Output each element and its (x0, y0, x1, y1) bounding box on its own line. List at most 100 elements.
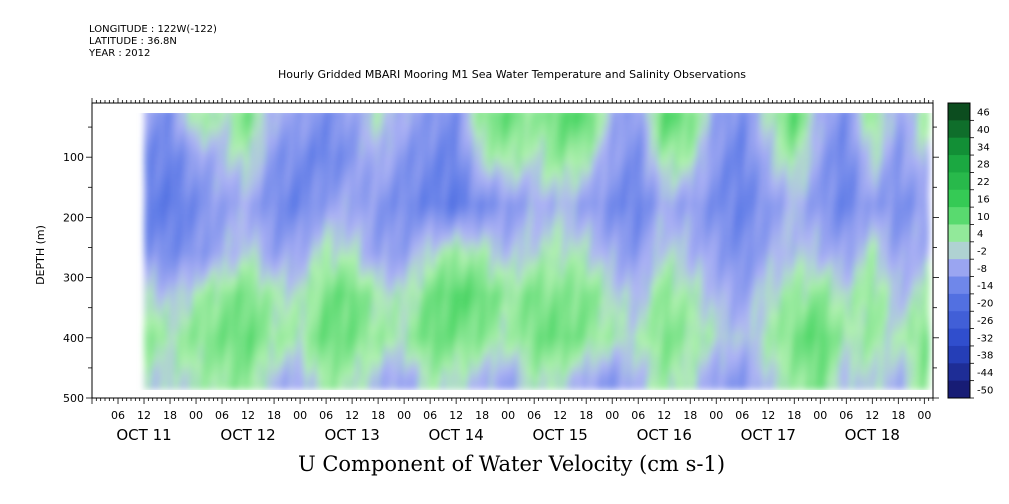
heatmap-cell (630, 165, 636, 173)
heatmap-cell (579, 284, 585, 292)
heatmap-cell (505, 221, 510, 229)
heatmap-cell (163, 305, 169, 313)
heatmap-cell (273, 340, 279, 348)
heatmap-cell (442, 277, 447, 285)
heatmap-cell (591, 270, 596, 278)
heatmap-cell (222, 130, 228, 138)
heatmap-cell (348, 172, 353, 180)
heatmap-cell (442, 347, 447, 355)
heatmap-cell (473, 249, 479, 257)
heatmap-cell (540, 305, 545, 313)
heatmap-cell (332, 186, 337, 194)
heatmap-cell (332, 340, 337, 348)
heatmap-cell (512, 263, 518, 271)
heatmap-cell (332, 382, 337, 390)
heatmap-cell (430, 193, 436, 201)
heatmap-cell (300, 179, 306, 187)
heatmap-cell (328, 333, 334, 341)
heatmap-cell (438, 113, 443, 117)
heatmap-cell (308, 333, 314, 341)
heatmap-cell (210, 214, 216, 222)
heatmap-cell (238, 256, 243, 264)
heatmap-cell (163, 200, 169, 208)
heatmap-cell (399, 249, 404, 257)
heatmap-cell (293, 214, 298, 222)
heatmap-cell (622, 130, 628, 138)
heatmap-cell (563, 375, 569, 383)
heatmap-cell (183, 277, 188, 285)
heatmap-cell (465, 312, 471, 320)
heatmap-cell (265, 354, 271, 362)
heatmap-cell (246, 137, 251, 145)
heatmap-cell (406, 319, 412, 327)
heatmap-cell (454, 277, 459, 285)
heatmap-cell (614, 165, 620, 173)
heatmap-cell (226, 165, 232, 173)
heatmap-cell (493, 221, 498, 229)
heatmap-cell (395, 172, 400, 180)
heatmap-cell (249, 172, 255, 180)
heatmap-cell (524, 354, 530, 362)
heatmap-cell (579, 116, 585, 124)
heatmap-cell (167, 123, 173, 131)
heatmap-cell (163, 277, 169, 285)
heatmap-cell (312, 305, 318, 313)
heatmap-cell (285, 277, 290, 285)
heatmap-cell (532, 382, 538, 390)
heatmap-cell (206, 291, 212, 299)
heatmap-cell (595, 284, 600, 292)
heatmap-cell (438, 270, 443, 278)
heatmap-cell (249, 284, 255, 292)
heatmap-cell (359, 214, 365, 222)
heatmap-cell (359, 319, 365, 327)
heatmap-cell (308, 151, 314, 159)
heatmap-cell (414, 116, 420, 124)
heatmap-cell (257, 137, 263, 145)
heatmap-cell (489, 165, 494, 173)
heatmap-cell (508, 284, 514, 292)
heatmap-cell (371, 277, 377, 285)
heatmap-cell (485, 207, 490, 215)
heatmap-cell (324, 165, 330, 173)
heatmap-cell (406, 277, 412, 285)
heatmap-cell (430, 179, 436, 187)
heatmap-cell (359, 186, 365, 194)
heatmap-cell (583, 158, 589, 166)
heatmap-cell (191, 305, 196, 313)
heatmap-cell (544, 319, 549, 327)
heatmap-cell (395, 340, 400, 348)
heatmap-cell (167, 172, 173, 180)
heatmap-cell (622, 207, 628, 215)
heatmap-cell (442, 179, 447, 187)
heatmap-cell (316, 382, 322, 390)
heatmap-cell (599, 113, 604, 117)
heatmap-cell (614, 277, 620, 285)
heatmap-cell (552, 354, 557, 362)
heatmap-cell (214, 207, 220, 215)
heatmap-cell (163, 228, 169, 236)
heatmap-cell (273, 242, 279, 250)
heatmap-cell (144, 375, 149, 383)
heatmap-cell (218, 333, 224, 341)
heatmap-cell (206, 347, 212, 355)
heatmap-cell (442, 284, 447, 292)
heatmap-cell (261, 368, 267, 376)
heatmap-cell (179, 249, 184, 257)
heatmap-cell (603, 354, 608, 362)
heatmap-cell (312, 368, 318, 376)
heatmap-cell (171, 382, 177, 390)
heatmap-cell (587, 116, 592, 124)
heatmap-cell (599, 165, 604, 173)
heatmap-cell (501, 256, 506, 264)
heatmap-cell (403, 256, 408, 264)
heatmap-cell (524, 137, 530, 145)
heatmap-cell (446, 214, 451, 222)
heatmap-cell (548, 256, 553, 264)
heatmap-cell (563, 312, 569, 320)
heatmap-cell (457, 214, 463, 222)
heatmap-cell (465, 144, 471, 152)
heatmap-cell (497, 186, 502, 194)
heatmap-cell (426, 235, 432, 243)
heatmap-cell (454, 368, 459, 376)
